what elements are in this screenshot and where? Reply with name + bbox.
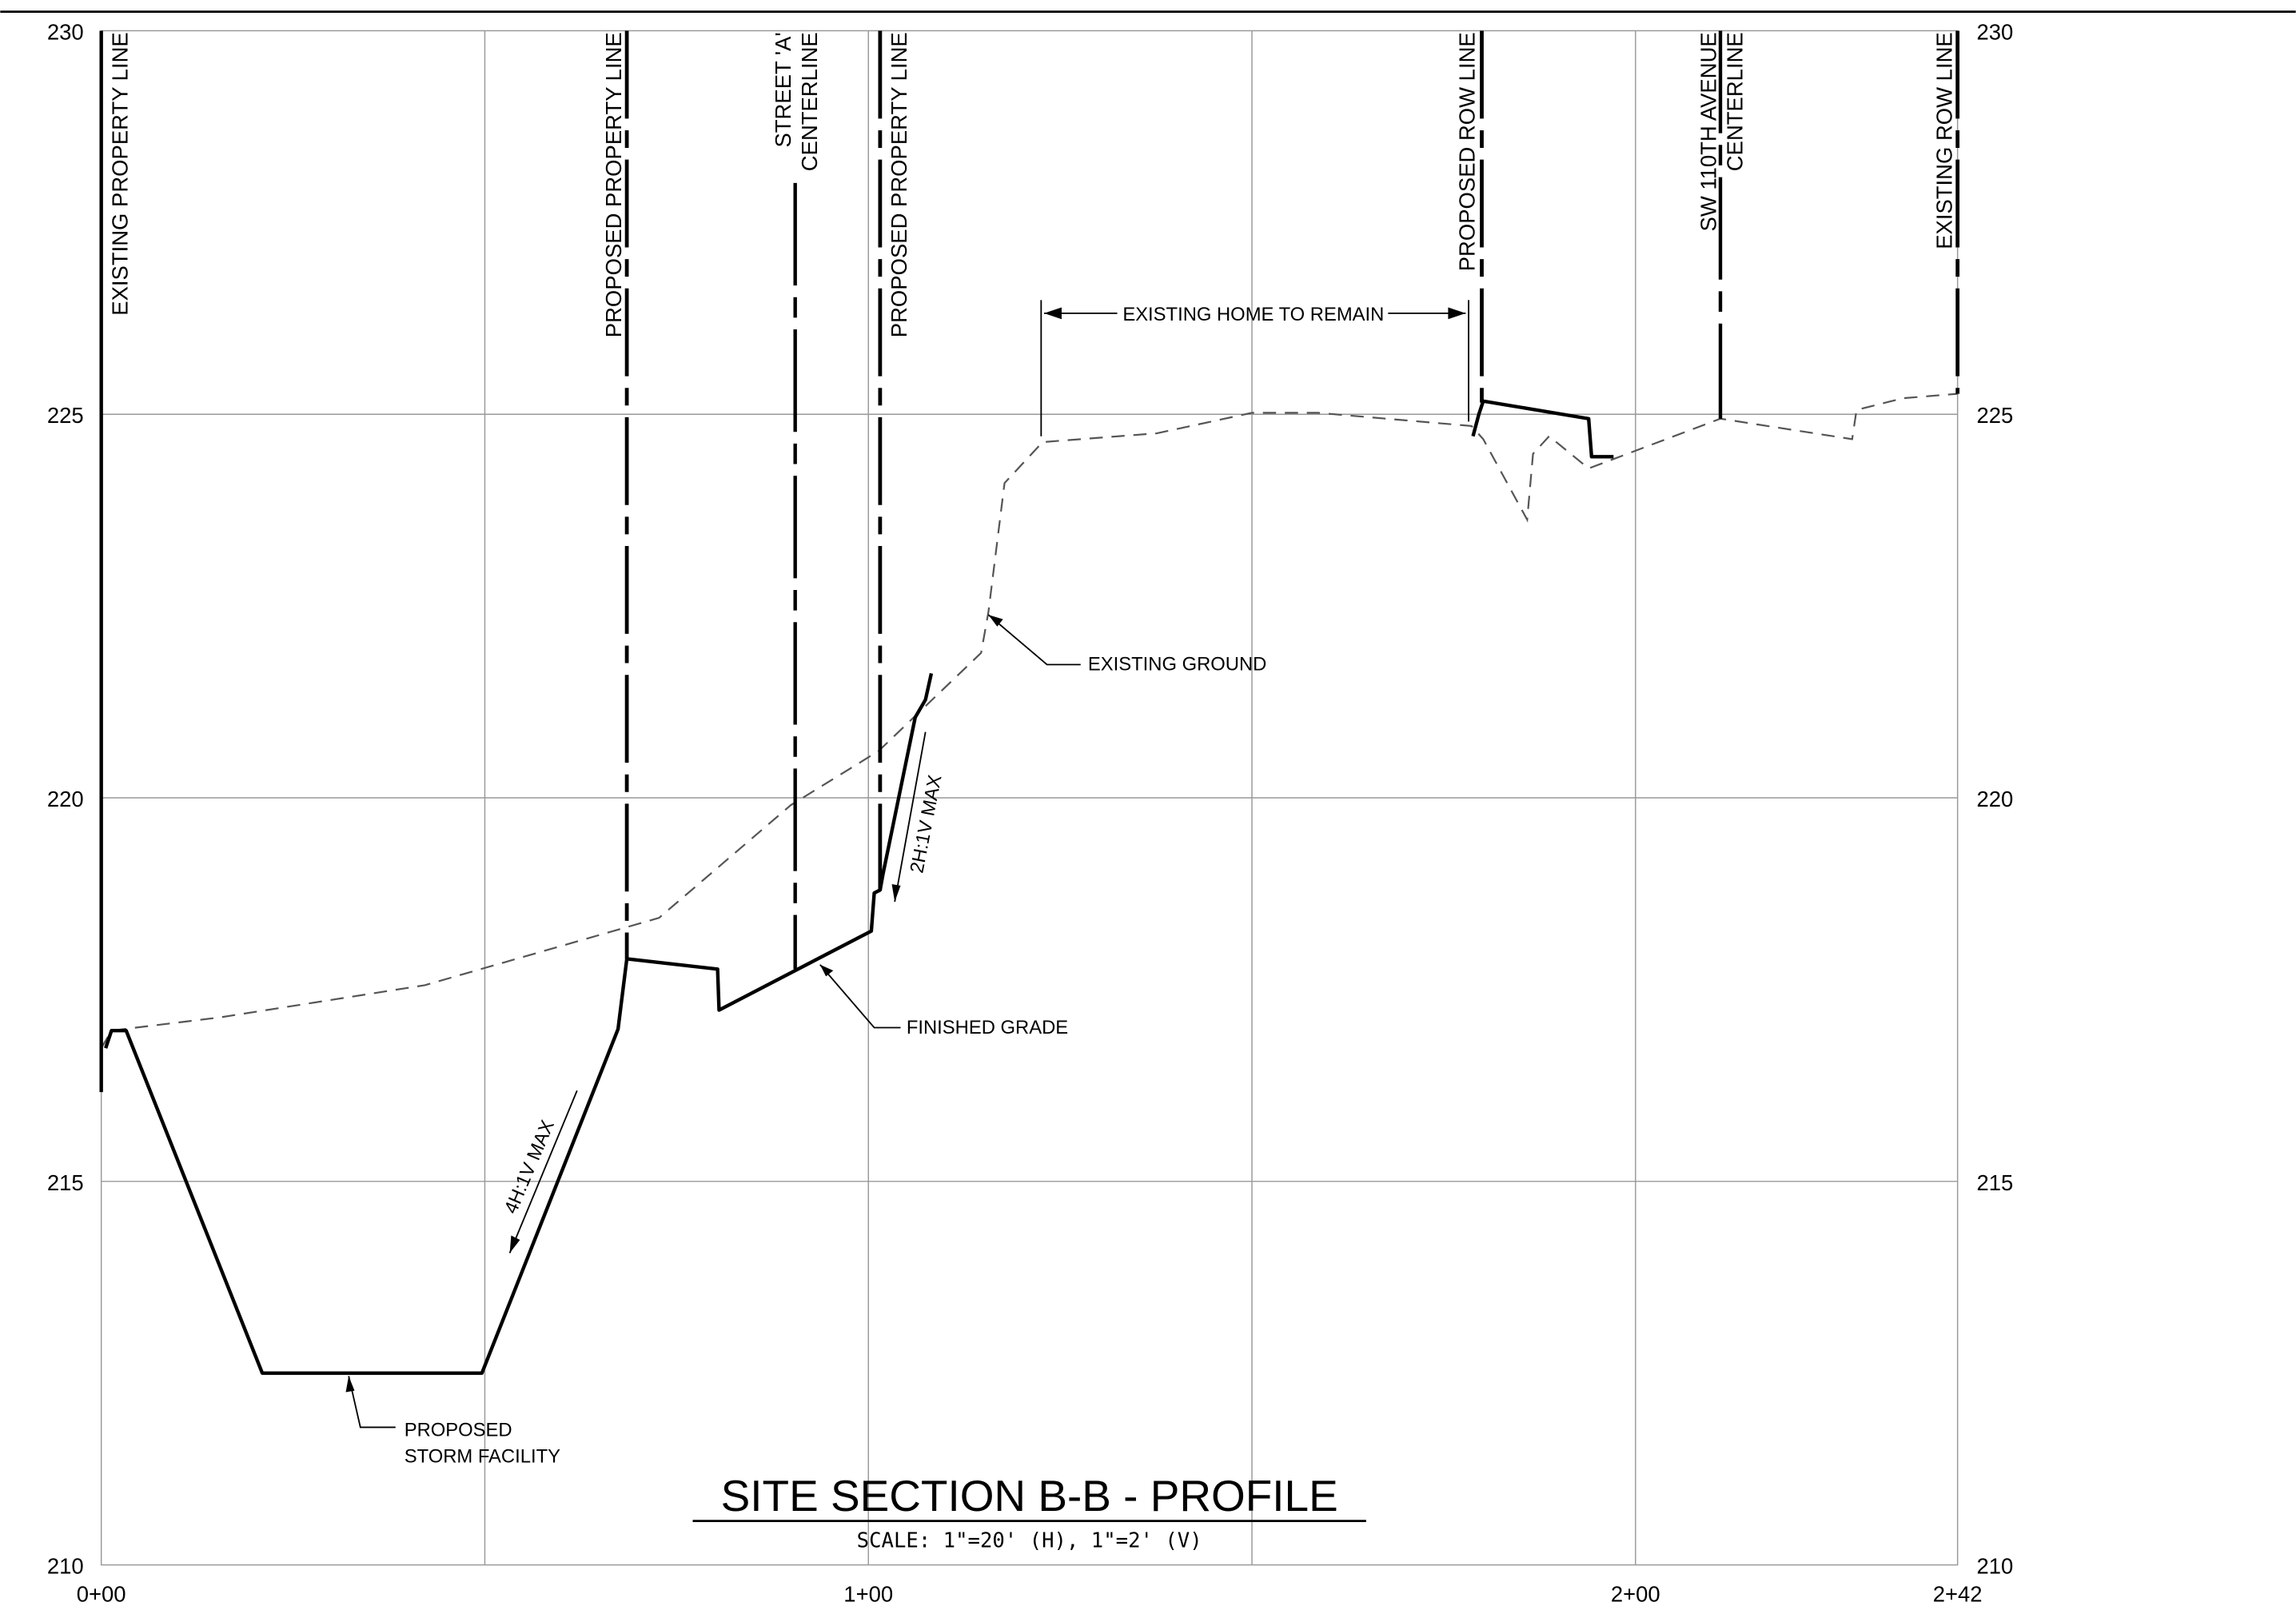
vertical-label: STREET 'A' xyxy=(771,32,795,147)
vertical-label: PROPOSED PROPERTY LINE xyxy=(601,32,626,337)
elevation-label: 220 xyxy=(47,787,84,811)
title: SITE SECTION B-B - PROFILE xyxy=(721,1471,1338,1520)
leader xyxy=(987,614,1081,666)
scale-note: SCALE: 1"=20' (H), 1"=2' (V) xyxy=(857,1529,1202,1553)
vertical-label: EXISTING PROPERTY LINE xyxy=(108,32,133,315)
elevation-label: 220 xyxy=(1976,787,2013,811)
station-label: 2+42 xyxy=(1933,1581,1983,1606)
leader xyxy=(348,1376,396,1429)
station-label: 2+00 xyxy=(1611,1581,1660,1606)
vertical-label: PROPOSED ROW LINE xyxy=(1454,32,1479,271)
leader xyxy=(819,964,901,1029)
vertical-label: CENTERLINE xyxy=(1722,32,1747,171)
elevation-label: 225 xyxy=(47,403,84,428)
annotation: FINISHED GRADE xyxy=(907,1017,1068,1038)
finished-grade xyxy=(1471,399,1614,459)
annotation: PROPOSED xyxy=(405,1419,512,1441)
slope-arrow xyxy=(894,731,927,903)
finished-grade xyxy=(104,672,934,1375)
elevation-label: 225 xyxy=(1976,403,2013,428)
home-dimension: EXISTING HOME TO REMAIN xyxy=(1040,300,1469,436)
elevation-label: 215 xyxy=(47,1170,84,1195)
elevation-label: 230 xyxy=(1976,19,2013,44)
arrowhead xyxy=(819,964,834,977)
arrowhead xyxy=(345,1376,355,1393)
annotation: STORM FACILITY xyxy=(405,1445,560,1467)
elevation-label: 210 xyxy=(1976,1554,2013,1579)
annotation: EXISTING HOME TO REMAIN xyxy=(1122,304,1384,325)
arrowhead xyxy=(891,884,901,903)
vertical-label: SW 110TH AVENUE xyxy=(1696,32,1721,231)
vertical-label: CENTERLINE xyxy=(797,32,822,171)
elevation-label: 230 xyxy=(47,19,84,44)
arrowhead xyxy=(509,1235,520,1253)
grid xyxy=(100,30,1959,1566)
annotation: EXISTING GROUND xyxy=(1088,654,1266,676)
elevation-label: 210 xyxy=(47,1554,84,1579)
slope-arrow xyxy=(508,1090,578,1253)
elevation-label: 215 xyxy=(1976,1170,2013,1195)
vertical-label: PROPOSED PROPERTY LINE xyxy=(887,32,911,337)
vertical-label: EXISTING ROW LINE xyxy=(1931,32,1956,249)
station-label: 1+00 xyxy=(843,1581,893,1606)
arrowhead xyxy=(988,615,1003,627)
station-label: 0+00 xyxy=(77,1581,126,1606)
existing-ground xyxy=(100,393,1958,1049)
annotation: 2H:1V MAX xyxy=(906,773,946,875)
